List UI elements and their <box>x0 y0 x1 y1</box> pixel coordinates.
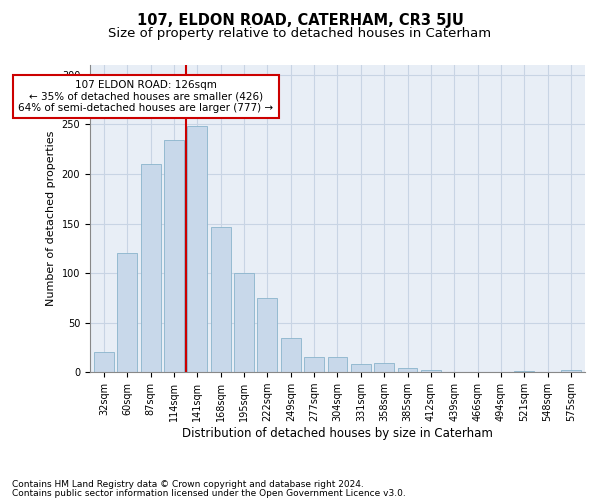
Bar <box>421 370 441 372</box>
Text: 107 ELDON ROAD: 126sqm
← 35% of detached houses are smaller (426)
64% of semi-de: 107 ELDON ROAD: 126sqm ← 35% of detached… <box>19 80 274 113</box>
Bar <box>234 273 254 372</box>
Bar <box>257 298 277 372</box>
Bar <box>514 371 534 372</box>
Bar <box>187 126 207 372</box>
Text: Size of property relative to detached houses in Caterham: Size of property relative to detached ho… <box>109 28 491 40</box>
Bar <box>328 358 347 372</box>
Text: Contains HM Land Registry data © Crown copyright and database right 2024.: Contains HM Land Registry data © Crown c… <box>12 480 364 489</box>
Bar <box>561 370 581 372</box>
Bar <box>304 358 324 372</box>
Bar <box>281 338 301 372</box>
Bar <box>398 368 418 372</box>
X-axis label: Distribution of detached houses by size in Caterham: Distribution of detached houses by size … <box>182 427 493 440</box>
Bar <box>118 254 137 372</box>
Bar <box>374 364 394 372</box>
Bar <box>164 140 184 372</box>
Bar <box>211 226 230 372</box>
Text: 107, ELDON ROAD, CATERHAM, CR3 5JU: 107, ELDON ROAD, CATERHAM, CR3 5JU <box>137 12 463 28</box>
Bar <box>94 352 114 372</box>
Y-axis label: Number of detached properties: Number of detached properties <box>46 131 56 306</box>
Bar <box>351 364 371 372</box>
Bar <box>141 164 161 372</box>
Text: Contains public sector information licensed under the Open Government Licence v3: Contains public sector information licen… <box>12 488 406 498</box>
